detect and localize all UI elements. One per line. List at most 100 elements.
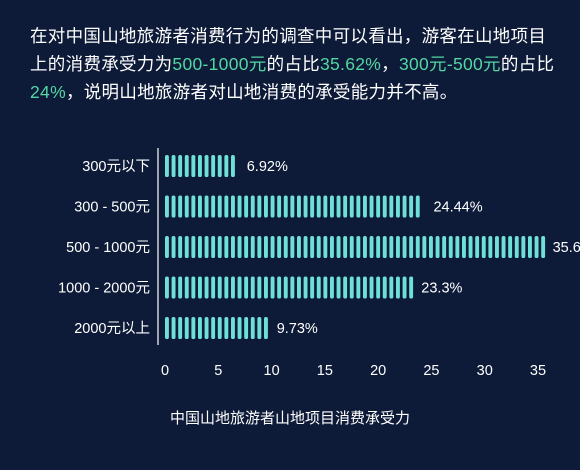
bar-segment xyxy=(323,276,328,299)
bar-segment xyxy=(316,236,321,258)
bar-segment xyxy=(244,236,249,258)
bar-segment xyxy=(224,276,229,299)
bar-segment xyxy=(349,276,354,299)
bar-segment xyxy=(171,317,176,339)
bar-segment xyxy=(171,155,176,177)
bar-segment xyxy=(178,236,183,258)
bar-segment xyxy=(402,276,407,299)
bar-segment xyxy=(191,195,196,218)
intro-paragraph: 在对中国山地旅游者消费行为的调查中可以看出，游客在山地项目上的消费承受力为500… xyxy=(30,22,560,106)
bar-segment xyxy=(303,195,308,218)
bar-segment xyxy=(204,155,209,177)
bar-segment xyxy=(270,276,275,299)
bar-segment xyxy=(178,195,183,218)
bar-segment xyxy=(231,276,235,299)
x-tick-label: 20 xyxy=(370,363,386,379)
x-tick-label: 35 xyxy=(530,363,546,379)
bar-segment xyxy=(217,195,222,218)
bar-segment xyxy=(303,236,308,258)
bar-segment xyxy=(514,236,519,258)
bar-segment xyxy=(310,195,315,218)
bar-segment xyxy=(211,276,216,299)
bar-segment xyxy=(217,155,222,177)
bar-segment xyxy=(224,236,229,258)
bars xyxy=(165,155,546,339)
category-label: 1000 - 2000元 xyxy=(58,281,150,297)
bar-segment xyxy=(204,195,209,218)
bar-segment xyxy=(165,236,169,258)
bar-segment xyxy=(409,236,414,258)
x-tick-label: 30 xyxy=(477,363,493,379)
bar-segment xyxy=(231,317,235,339)
bar xyxy=(165,317,268,339)
bar-segment xyxy=(198,276,202,299)
bar-segment xyxy=(409,195,414,218)
bar-segment xyxy=(356,236,361,258)
bar-segment xyxy=(250,236,255,258)
bar-segment xyxy=(448,236,453,258)
bar-segment xyxy=(290,236,295,258)
bar-segment xyxy=(396,236,400,258)
chart-title: 中国山地旅游者山地项目消费承受力 xyxy=(169,409,410,427)
bar-segment xyxy=(290,276,295,299)
bar-segment xyxy=(389,276,394,299)
bar-segment xyxy=(356,276,361,299)
bar-segment xyxy=(382,276,387,299)
bar-segment xyxy=(165,276,169,299)
bar-segment xyxy=(402,236,407,258)
bar-segment xyxy=(369,276,374,299)
bar-segment xyxy=(501,236,506,258)
bar-segment xyxy=(264,195,268,218)
intro-text-1: 在对中国山地旅游者消费行为的调查中可以看出，游客在山地项目上的消费承受力为 xyxy=(30,26,547,74)
bar-segment xyxy=(415,195,420,218)
bar-segment xyxy=(217,236,222,258)
bar-segment xyxy=(165,195,169,218)
bar-segment xyxy=(244,195,249,218)
bar-segment xyxy=(211,195,216,218)
category-label: 300元以下 xyxy=(82,159,150,175)
bar-segment xyxy=(323,236,328,258)
bar-segment xyxy=(521,236,526,258)
bar-segment xyxy=(415,236,420,258)
bar-segment xyxy=(191,276,196,299)
bar-segment xyxy=(198,317,202,339)
bar-segment xyxy=(191,317,196,339)
bar-segment xyxy=(508,236,513,258)
bar-segment xyxy=(204,317,209,339)
bar-segment xyxy=(184,276,189,299)
bar-segment xyxy=(277,195,282,218)
data-label: 35.62% xyxy=(553,240,580,256)
bar-segment xyxy=(171,195,176,218)
bar-segment xyxy=(224,195,229,218)
bar-segment xyxy=(363,195,367,218)
bar-segment xyxy=(316,276,321,299)
x-tick-label: 15 xyxy=(317,363,333,379)
bar-segment xyxy=(257,195,262,218)
bar-segment xyxy=(198,195,202,218)
bar-segment xyxy=(396,276,400,299)
bar-segment xyxy=(422,236,427,258)
bar-segment xyxy=(257,317,262,339)
bar-segment xyxy=(534,236,539,258)
bar-segment xyxy=(363,276,367,299)
bar-segment xyxy=(363,236,367,258)
bar-segment xyxy=(495,236,499,258)
bar xyxy=(165,276,414,299)
bar-segment xyxy=(244,276,249,299)
bar-segment xyxy=(250,195,255,218)
bar-segment xyxy=(191,155,196,177)
category-label: 300 - 500元 xyxy=(74,200,150,216)
bar-segment xyxy=(349,195,354,218)
bar-segment xyxy=(237,195,242,218)
bar-segment xyxy=(442,236,447,258)
bar-segment xyxy=(191,236,196,258)
bar-segment xyxy=(389,236,394,258)
bar-segment xyxy=(330,236,334,258)
bar-segment xyxy=(389,195,394,218)
bar-segment xyxy=(481,236,486,258)
bar-segment xyxy=(198,155,202,177)
bar-segment xyxy=(237,276,242,299)
bar-segment xyxy=(330,276,334,299)
bar-segment xyxy=(283,195,288,218)
intro-highlight-range-2: 300元-500元 xyxy=(398,54,501,74)
